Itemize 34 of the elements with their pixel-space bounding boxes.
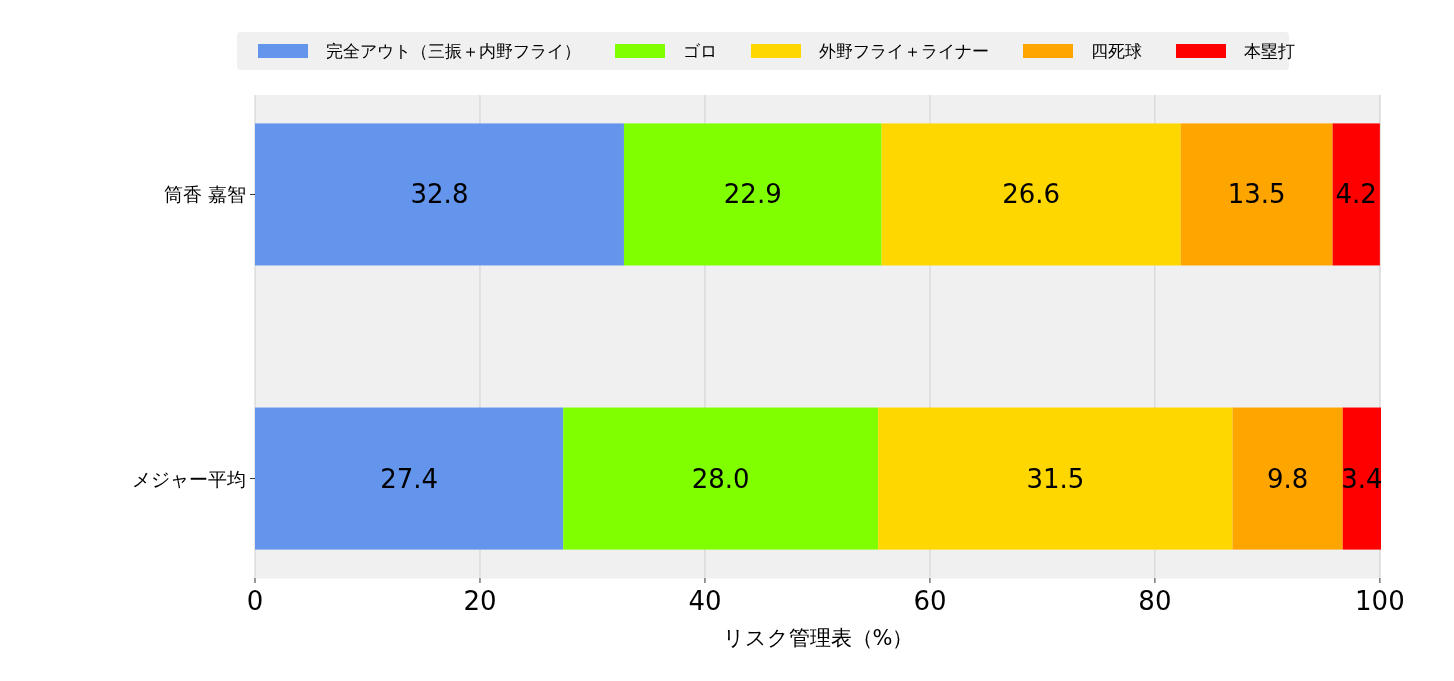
bar bbox=[563, 407, 879, 550]
text: 3.4 bbox=[1341, 463, 1383, 494]
y-tick-label: 筒香 嘉智 bbox=[163, 183, 246, 206]
x-tick-label: 0 bbox=[246, 586, 264, 616]
bar bbox=[1342, 407, 1381, 550]
legend-label: 本塁打 bbox=[1244, 41, 1295, 61]
x-tick-label: 20 bbox=[463, 586, 497, 616]
text: 9.8 bbox=[1266, 463, 1309, 494]
legend-label: ゴロ bbox=[683, 41, 717, 61]
text: 13.5 bbox=[1227, 179, 1286, 210]
x-tick-label: 40 bbox=[688, 586, 722, 616]
bar bbox=[623, 123, 882, 266]
text: 27.4 bbox=[380, 463, 439, 494]
x-tick-label: 80 bbox=[1138, 586, 1172, 616]
legend-label: 外野フライ＋ライナー bbox=[819, 41, 989, 61]
bar bbox=[1232, 407, 1343, 550]
bar bbox=[1180, 123, 1333, 266]
bar bbox=[1332, 123, 1380, 266]
bar bbox=[255, 407, 564, 550]
y-tick-label: メジャー平均 bbox=[132, 467, 246, 490]
bar bbox=[878, 407, 1233, 550]
text: 22.9 bbox=[723, 179, 782, 210]
bar bbox=[255, 123, 624, 266]
legend-label: 完全アウト（三振＋内野フライ） bbox=[326, 41, 581, 61]
x-tick-label: 60 bbox=[913, 586, 947, 616]
text: 31.5 bbox=[1026, 463, 1085, 494]
bar bbox=[881, 123, 1181, 266]
text: 4.2 bbox=[1335, 179, 1377, 210]
x-axis-title: リスク管理表（%） bbox=[722, 626, 914, 650]
text: 32.8 bbox=[410, 179, 469, 210]
legend-label: 四死球 bbox=[1091, 41, 1142, 61]
x-tick-label: 100 bbox=[1355, 586, 1405, 616]
text: 26.6 bbox=[1002, 179, 1061, 210]
text: 28.0 bbox=[691, 463, 750, 494]
